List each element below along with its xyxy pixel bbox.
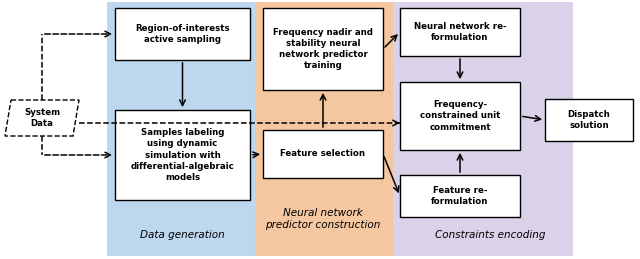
- Text: Feature re-
formulation: Feature re- formulation: [431, 186, 489, 206]
- Text: System
Data: System Data: [24, 108, 60, 128]
- Bar: [545, 99, 633, 141]
- Bar: [107, 2, 255, 256]
- Bar: [400, 8, 520, 56]
- Text: Samples labeling
using dynamic
simulation with
differential-algebraic
models: Samples labeling using dynamic simulatio…: [131, 128, 234, 182]
- Bar: [263, 130, 383, 178]
- Text: Frequency nadir and
stability neural
network predictor
training: Frequency nadir and stability neural net…: [273, 28, 373, 70]
- Text: Constraints encoding: Constraints encoding: [435, 230, 545, 240]
- Text: Neural network re-
formulation: Neural network re- formulation: [413, 22, 506, 42]
- Text: Feature selection: Feature selection: [280, 149, 365, 159]
- Text: Region-of-interests
active sampling: Region-of-interests active sampling: [135, 24, 230, 44]
- Bar: [400, 175, 520, 217]
- Text: Dispatch
solution: Dispatch solution: [568, 110, 611, 130]
- Bar: [255, 2, 393, 256]
- Bar: [115, 110, 250, 200]
- Bar: [400, 82, 520, 150]
- Text: Data generation: Data generation: [140, 230, 225, 240]
- Bar: [263, 8, 383, 90]
- Bar: [115, 8, 250, 60]
- Text: Neural network
predictor construction: Neural network predictor construction: [266, 208, 381, 230]
- Bar: [393, 2, 573, 256]
- Text: Frequency-
constrained unit
commitment: Frequency- constrained unit commitment: [420, 100, 500, 132]
- Polygon shape: [5, 100, 79, 136]
